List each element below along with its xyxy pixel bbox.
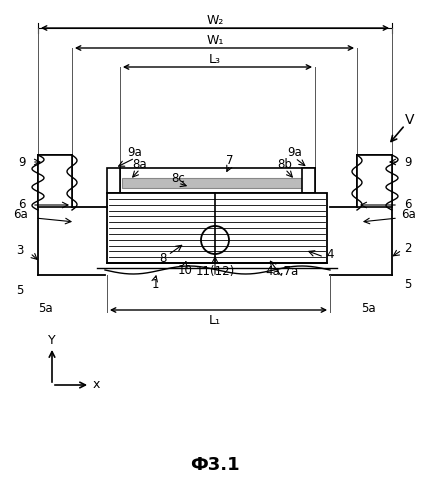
Text: 9: 9 xyxy=(18,156,26,169)
Text: 8b: 8b xyxy=(278,159,293,172)
Text: Ф3.1: Ф3.1 xyxy=(190,456,240,474)
Text: W₂: W₂ xyxy=(206,13,224,26)
Text: 9a: 9a xyxy=(127,147,142,160)
Text: 4: 4 xyxy=(326,249,334,261)
Text: 1: 1 xyxy=(151,278,159,291)
Bar xyxy=(357,155,392,207)
Text: 5a: 5a xyxy=(361,301,375,314)
Text: 5a: 5a xyxy=(38,301,52,314)
Text: 9: 9 xyxy=(404,156,412,169)
Text: Y: Y xyxy=(48,334,56,347)
Text: 8: 8 xyxy=(159,251,167,264)
Text: 7: 7 xyxy=(226,154,234,167)
Text: 4a,7a: 4a,7a xyxy=(266,265,299,278)
Bar xyxy=(122,178,313,188)
Bar xyxy=(107,168,120,193)
Text: 10: 10 xyxy=(178,263,193,276)
Text: 6a: 6a xyxy=(401,209,415,222)
Text: 3: 3 xyxy=(16,244,24,256)
Bar xyxy=(38,155,72,207)
Text: x: x xyxy=(92,379,100,392)
Text: L₁: L₁ xyxy=(209,313,221,326)
Bar xyxy=(120,168,315,193)
Text: 8c: 8c xyxy=(171,172,185,185)
Bar xyxy=(302,168,315,193)
Text: 11(12): 11(12) xyxy=(195,265,235,278)
Text: 8a: 8a xyxy=(133,159,147,172)
Text: 5: 5 xyxy=(16,283,24,296)
Text: L₃: L₃ xyxy=(209,52,221,65)
Text: 6: 6 xyxy=(18,199,26,212)
Text: 9a: 9a xyxy=(287,147,302,160)
Text: 6a: 6a xyxy=(12,209,27,222)
Text: V: V xyxy=(405,113,415,127)
Text: 5: 5 xyxy=(404,278,412,291)
Text: 6: 6 xyxy=(404,199,412,212)
Bar xyxy=(107,193,327,263)
Text: W₁: W₁ xyxy=(206,33,224,46)
Text: 2: 2 xyxy=(404,242,412,254)
